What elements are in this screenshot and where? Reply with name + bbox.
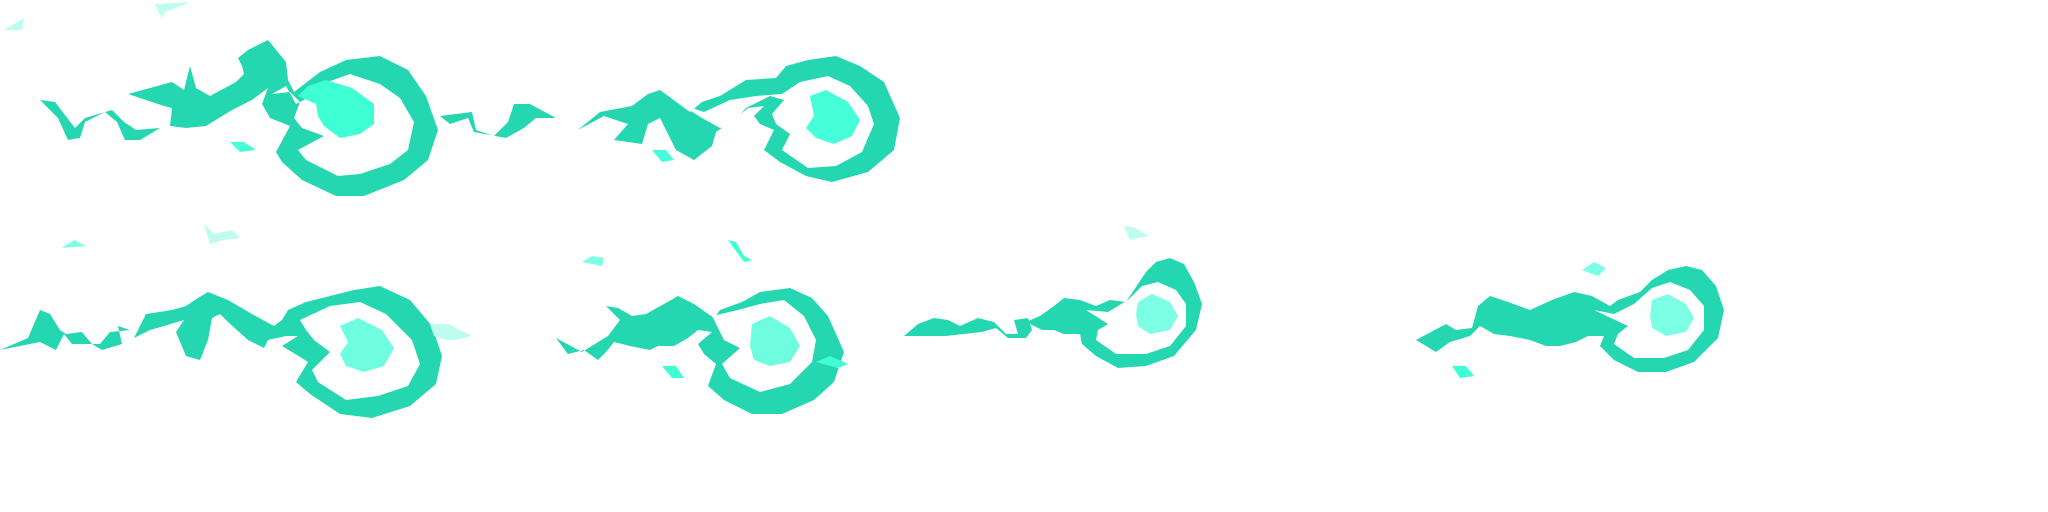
energy-blast-frame-6-icon <box>1416 262 1724 378</box>
energy-blast-frame-2-icon <box>578 56 900 182</box>
energy-blast-frame-5-icon <box>904 226 1202 368</box>
energy-blast-frame-1-icon <box>4 2 556 196</box>
energy-blast-frame-3-icon <box>0 224 472 418</box>
energy-blast-frame-4-icon <box>556 240 848 414</box>
